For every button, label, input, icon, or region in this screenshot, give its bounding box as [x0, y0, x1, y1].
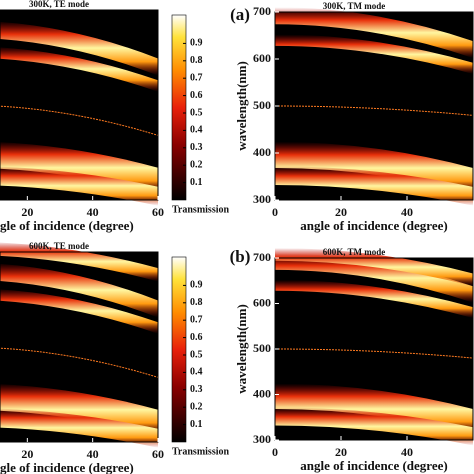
- heatmap: [0, 242, 159, 448]
- transmission-line: [274, 348, 474, 359]
- transmission-band: [0, 166, 158, 206]
- colorbar-tick-label: 0.6: [190, 332, 203, 343]
- transmission-band: [275, 166, 473, 206]
- colorbar-label: Transmission: [172, 446, 229, 457]
- colorbar-tick-label: 0.2: [190, 159, 203, 170]
- x-tick-label: 0: [272, 205, 278, 219]
- x-tick-label: 60: [152, 447, 164, 461]
- transmission-line: [274, 105, 474, 116]
- colorbar-tick-label: 0.3: [190, 142, 203, 153]
- x-tick-label: 20: [335, 445, 347, 459]
- x-axis-label: angle of incidence (degree): [0, 218, 134, 233]
- colorbar-tick-label: 0.3: [190, 384, 203, 395]
- transmission-band: [275, 34, 473, 75]
- plot-frame: [0, 251, 159, 443]
- y-tick-label: 500: [253, 341, 271, 355]
- colorbar-tick-label: 0.2: [190, 401, 203, 412]
- panel-label: (b): [230, 247, 251, 266]
- colorbar-tick-label: 0.1: [190, 419, 203, 430]
- y-tick-label: 600: [253, 51, 271, 65]
- transmission-line: [0, 347, 159, 378]
- colorbar-tick-label: 0.8: [190, 297, 203, 308]
- panel-title: 300K, TM mode: [323, 1, 386, 11]
- colorbar-tick-label: 0.1: [190, 177, 203, 188]
- panel-title: 300K, TE mode: [29, 0, 89, 9]
- transmission-band: [0, 21, 158, 76]
- y-tick-label: 400: [253, 386, 271, 400]
- x-tick-label: 0: [272, 445, 278, 459]
- transmission-band: [275, 407, 473, 446]
- colorbar-tick-label: 0.8: [190, 55, 203, 66]
- panel-label: (a): [230, 5, 250, 24]
- y-axis-label: wavelength(nm): [234, 304, 249, 394]
- x-axis-label: angle of incidence (degree): [0, 460, 134, 474]
- x-axis-label: angle of incidence (degree): [300, 458, 447, 473]
- y-tick-label: 500: [253, 98, 271, 112]
- colorbar: [171, 14, 187, 201]
- transmission-band: [0, 289, 158, 334]
- x-tick-label: 20: [21, 447, 33, 461]
- transmission-band: [0, 263, 158, 318]
- colorbar: [171, 256, 187, 443]
- colorbar-tick-label: 0.6: [190, 90, 203, 101]
- colorbar-label: Transmission: [172, 204, 229, 215]
- y-axis-label: wavelength(nm): [234, 61, 249, 151]
- colorbar-tick-label: 0.7: [190, 314, 203, 325]
- x-tick-label: 60: [152, 205, 164, 219]
- transmission-band: [275, 253, 473, 303]
- y-tick-label: 400: [253, 145, 271, 159]
- colorbar-tick-label: 0.4: [190, 367, 203, 378]
- heatmap: [274, 247, 474, 446]
- colorbar-tick-label: 0.5: [190, 107, 203, 118]
- x-tick-label: 20: [335, 205, 347, 219]
- transmission-band: [0, 47, 158, 92]
- heatmap: [0, 10, 159, 206]
- transmission-band: [275, 279, 473, 319]
- colorbar-tick-label: 0.4: [190, 125, 203, 136]
- panel-title: 600K, TM mode: [323, 247, 386, 257]
- colorbar-tick-label: 0.7: [190, 72, 203, 83]
- colorbar-tick-label: 0.5: [190, 349, 203, 360]
- x-axis-label: angle of incidence (degree): [300, 218, 447, 233]
- x-tick-label: 40: [401, 445, 413, 459]
- x-tick-label: 20: [21, 205, 33, 219]
- y-tick-label: 300: [253, 192, 271, 206]
- transmission-band: [0, 408, 158, 448]
- x-tick-label: 40: [401, 205, 413, 219]
- transmission-band: [275, 7, 473, 59]
- y-tick-label: 700: [253, 250, 271, 264]
- transmission-line: [0, 105, 159, 136]
- y-tick-label: 300: [253, 432, 271, 446]
- panel-title: 600K, TE mode: [29, 241, 89, 251]
- plot-frame: [0, 9, 159, 201]
- colorbar-tick-label: 0.9: [190, 280, 203, 291]
- y-tick-label: 700: [253, 4, 271, 18]
- x-tick-label: 40: [87, 447, 99, 461]
- colorbar-tick-label: 0.9: [190, 38, 203, 49]
- x-tick-label: 40: [87, 205, 99, 219]
- heatmap: [274, 7, 474, 206]
- y-tick-label: 600: [253, 295, 271, 309]
